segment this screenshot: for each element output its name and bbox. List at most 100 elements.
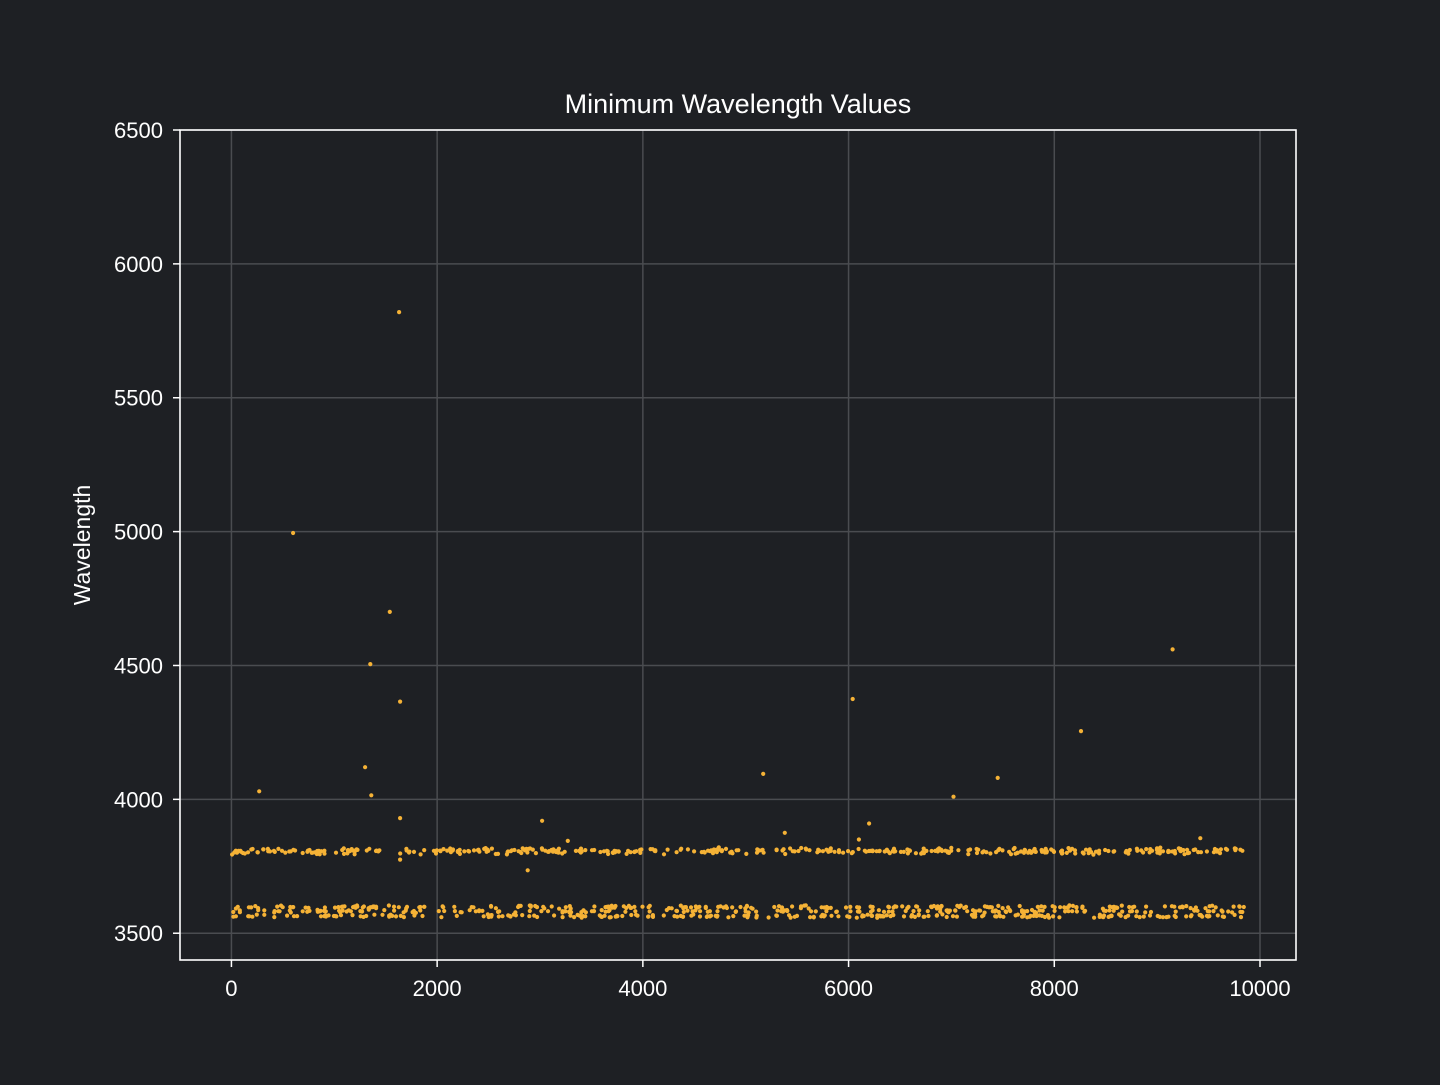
data-point [1022, 909, 1027, 914]
data-point [612, 905, 617, 910]
data-point [1132, 904, 1137, 909]
data-point [913, 851, 919, 856]
data-point [688, 905, 694, 910]
y-tick-label: 5000 [114, 520, 163, 545]
data-point [909, 913, 915, 918]
data-point [535, 914, 540, 920]
data-point [988, 905, 993, 910]
data-point [398, 857, 403, 862]
data-point [245, 850, 251, 855]
data-point [681, 906, 686, 911]
data-point [869, 913, 874, 918]
data-point [754, 909, 759, 914]
data-point [485, 847, 490, 852]
data-point [1072, 848, 1078, 853]
data-point [887, 851, 892, 856]
data-point [272, 849, 277, 854]
data-point [1007, 907, 1012, 913]
data-point [632, 849, 637, 854]
y-tick-label: 4500 [114, 653, 163, 678]
data-point [540, 847, 545, 852]
data-point [1042, 914, 1047, 920]
data-point [633, 912, 639, 917]
data-point [398, 816, 403, 821]
y-tick-label: 3500 [114, 921, 163, 946]
data-point [615, 914, 620, 919]
data-point [939, 904, 944, 909]
data-point [854, 915, 859, 920]
data-point [798, 906, 804, 911]
data-point [1144, 904, 1149, 909]
data-point [702, 849, 707, 854]
data-point [604, 904, 610, 910]
data-point [280, 905, 285, 910]
data-point [761, 771, 766, 777]
data-point [808, 915, 813, 920]
data-point [703, 904, 708, 909]
data-point [485, 912, 490, 917]
data-point [733, 909, 738, 915]
data-point [1188, 906, 1193, 911]
data-point [962, 905, 967, 911]
data-point [1134, 914, 1139, 919]
data-point [489, 904, 494, 909]
data-point [607, 915, 612, 920]
data-point [1164, 915, 1169, 920]
data-point [495, 851, 501, 857]
data-point [867, 821, 872, 826]
data-point [1004, 909, 1009, 915]
data-point [929, 905, 934, 910]
data-point [1083, 847, 1089, 852]
data-point [877, 913, 882, 918]
data-point [925, 909, 930, 914]
data-point [836, 848, 842, 853]
data-point [922, 914, 927, 919]
data-point [743, 909, 748, 914]
data-point [898, 849, 904, 855]
data-point [1044, 850, 1049, 855]
data-point [911, 909, 916, 914]
data-point [794, 913, 800, 919]
data-point [1107, 908, 1112, 913]
data-point [237, 908, 242, 913]
data-point [505, 850, 510, 855]
data-point [847, 914, 852, 920]
data-point [380, 912, 385, 917]
data-point [1182, 852, 1187, 857]
data-point [1028, 849, 1033, 855]
data-point [386, 903, 391, 908]
data-point [401, 910, 406, 915]
data-point [336, 905, 341, 910]
data-point [843, 905, 849, 910]
data-point [1070, 903, 1075, 909]
data-point [901, 914, 907, 919]
data-point [807, 848, 812, 853]
data-point [934, 913, 939, 918]
data-point [857, 905, 862, 910]
data-point [951, 794, 956, 799]
data-point [723, 846, 729, 852]
data-point [471, 848, 477, 853]
data-point [1155, 913, 1160, 919]
data-point [577, 848, 582, 854]
data-point [1050, 904, 1055, 909]
data-point [1204, 849, 1209, 854]
data-point [705, 909, 710, 914]
data-point [283, 850, 288, 855]
data-point [679, 846, 684, 851]
grid-lines [180, 129, 1296, 960]
data-point [1176, 846, 1181, 851]
data-point [368, 662, 373, 667]
data-point [779, 905, 785, 910]
data-point [1184, 904, 1189, 909]
data-point [1017, 903, 1022, 909]
data-point [420, 913, 425, 919]
data-point [965, 909, 970, 914]
data-point [935, 905, 940, 910]
data-point [1067, 903, 1072, 908]
data-point [1001, 914, 1006, 919]
data-point [583, 848, 588, 853]
data-point [497, 909, 502, 914]
data-point [1032, 909, 1037, 915]
data-point [726, 915, 731, 920]
